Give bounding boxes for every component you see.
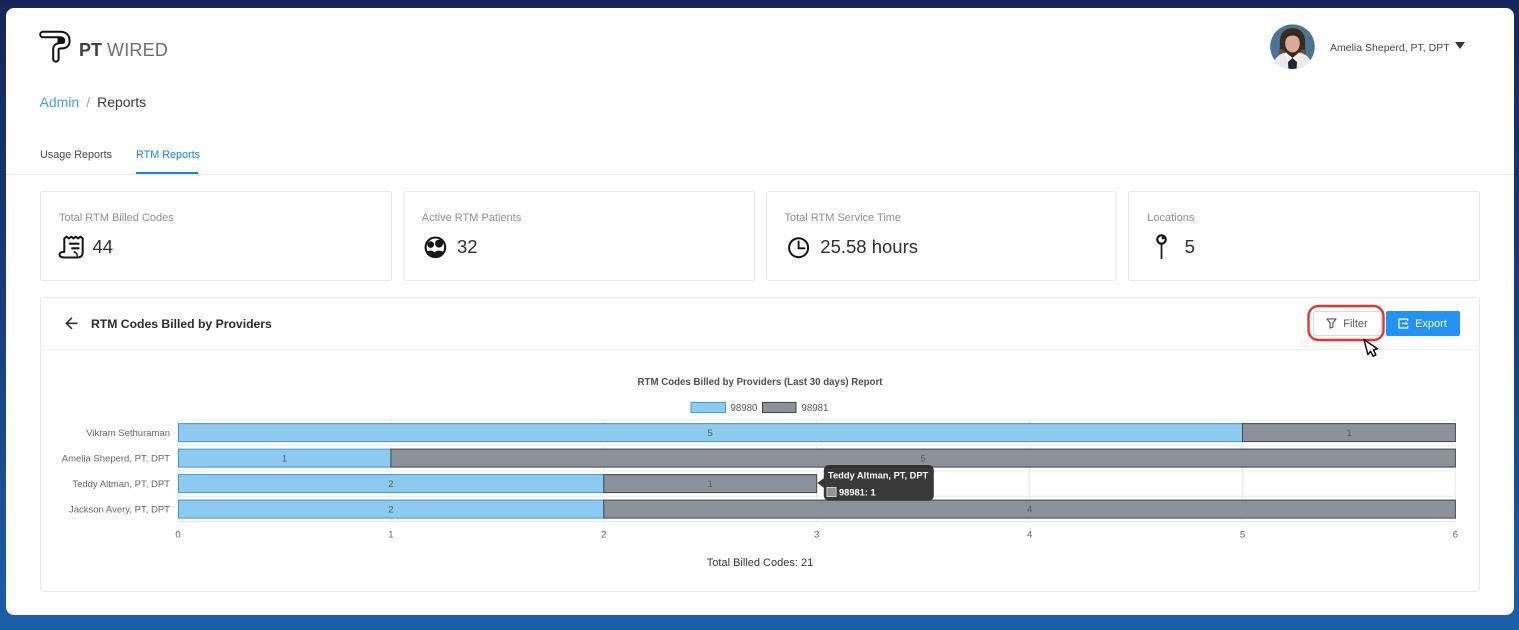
svg-text:Jackson Avery, PT, DPT: Jackson Avery, PT, DPT <box>69 504 170 515</box>
svg-text:98981: 98981 <box>802 403 829 414</box>
svg-text:1: 1 <box>1346 428 1351 439</box>
svg-text:1: 1 <box>708 479 713 490</box>
svg-text:4: 4 <box>1027 504 1032 515</box>
svg-text:2: 2 <box>388 504 393 515</box>
svg-text:98981: 1: 98981: 1 <box>839 488 876 498</box>
svg-text:4: 4 <box>1027 530 1032 541</box>
svg-text:Teddy Altman, PT, DPT: Teddy Altman, PT, DPT <box>72 479 170 490</box>
svg-text:2: 2 <box>601 530 606 541</box>
svg-text:Vikram Sethuraman: Vikram Sethuraman <box>86 428 170 439</box>
svg-text:1: 1 <box>388 530 393 541</box>
svg-text:3: 3 <box>814 530 819 541</box>
svg-text:5: 5 <box>921 454 926 465</box>
svg-text:2: 2 <box>388 479 393 490</box>
svg-text:98980: 98980 <box>731 403 759 414</box>
svg-text:6: 6 <box>1453 530 1458 541</box>
svg-text:0: 0 <box>175 530 180 541</box>
svg-text:5: 5 <box>1240 530 1245 541</box>
svg-text:Amelia Sheperd, PT, DPT: Amelia Sheperd, PT, DPT <box>62 454 170 465</box>
svg-text:Teddy Altman, PT, DPT: Teddy Altman, PT, DPT <box>828 471 929 481</box>
svg-text:1: 1 <box>282 454 287 465</box>
svg-text:RTM Codes Billed by Providers: RTM Codes Billed by Providers (Last 30 d… <box>638 377 884 388</box>
svg-text:5: 5 <box>708 428 713 439</box>
svg-text:Total Billed Codes: 21: Total Billed Codes: 21 <box>707 557 813 569</box>
